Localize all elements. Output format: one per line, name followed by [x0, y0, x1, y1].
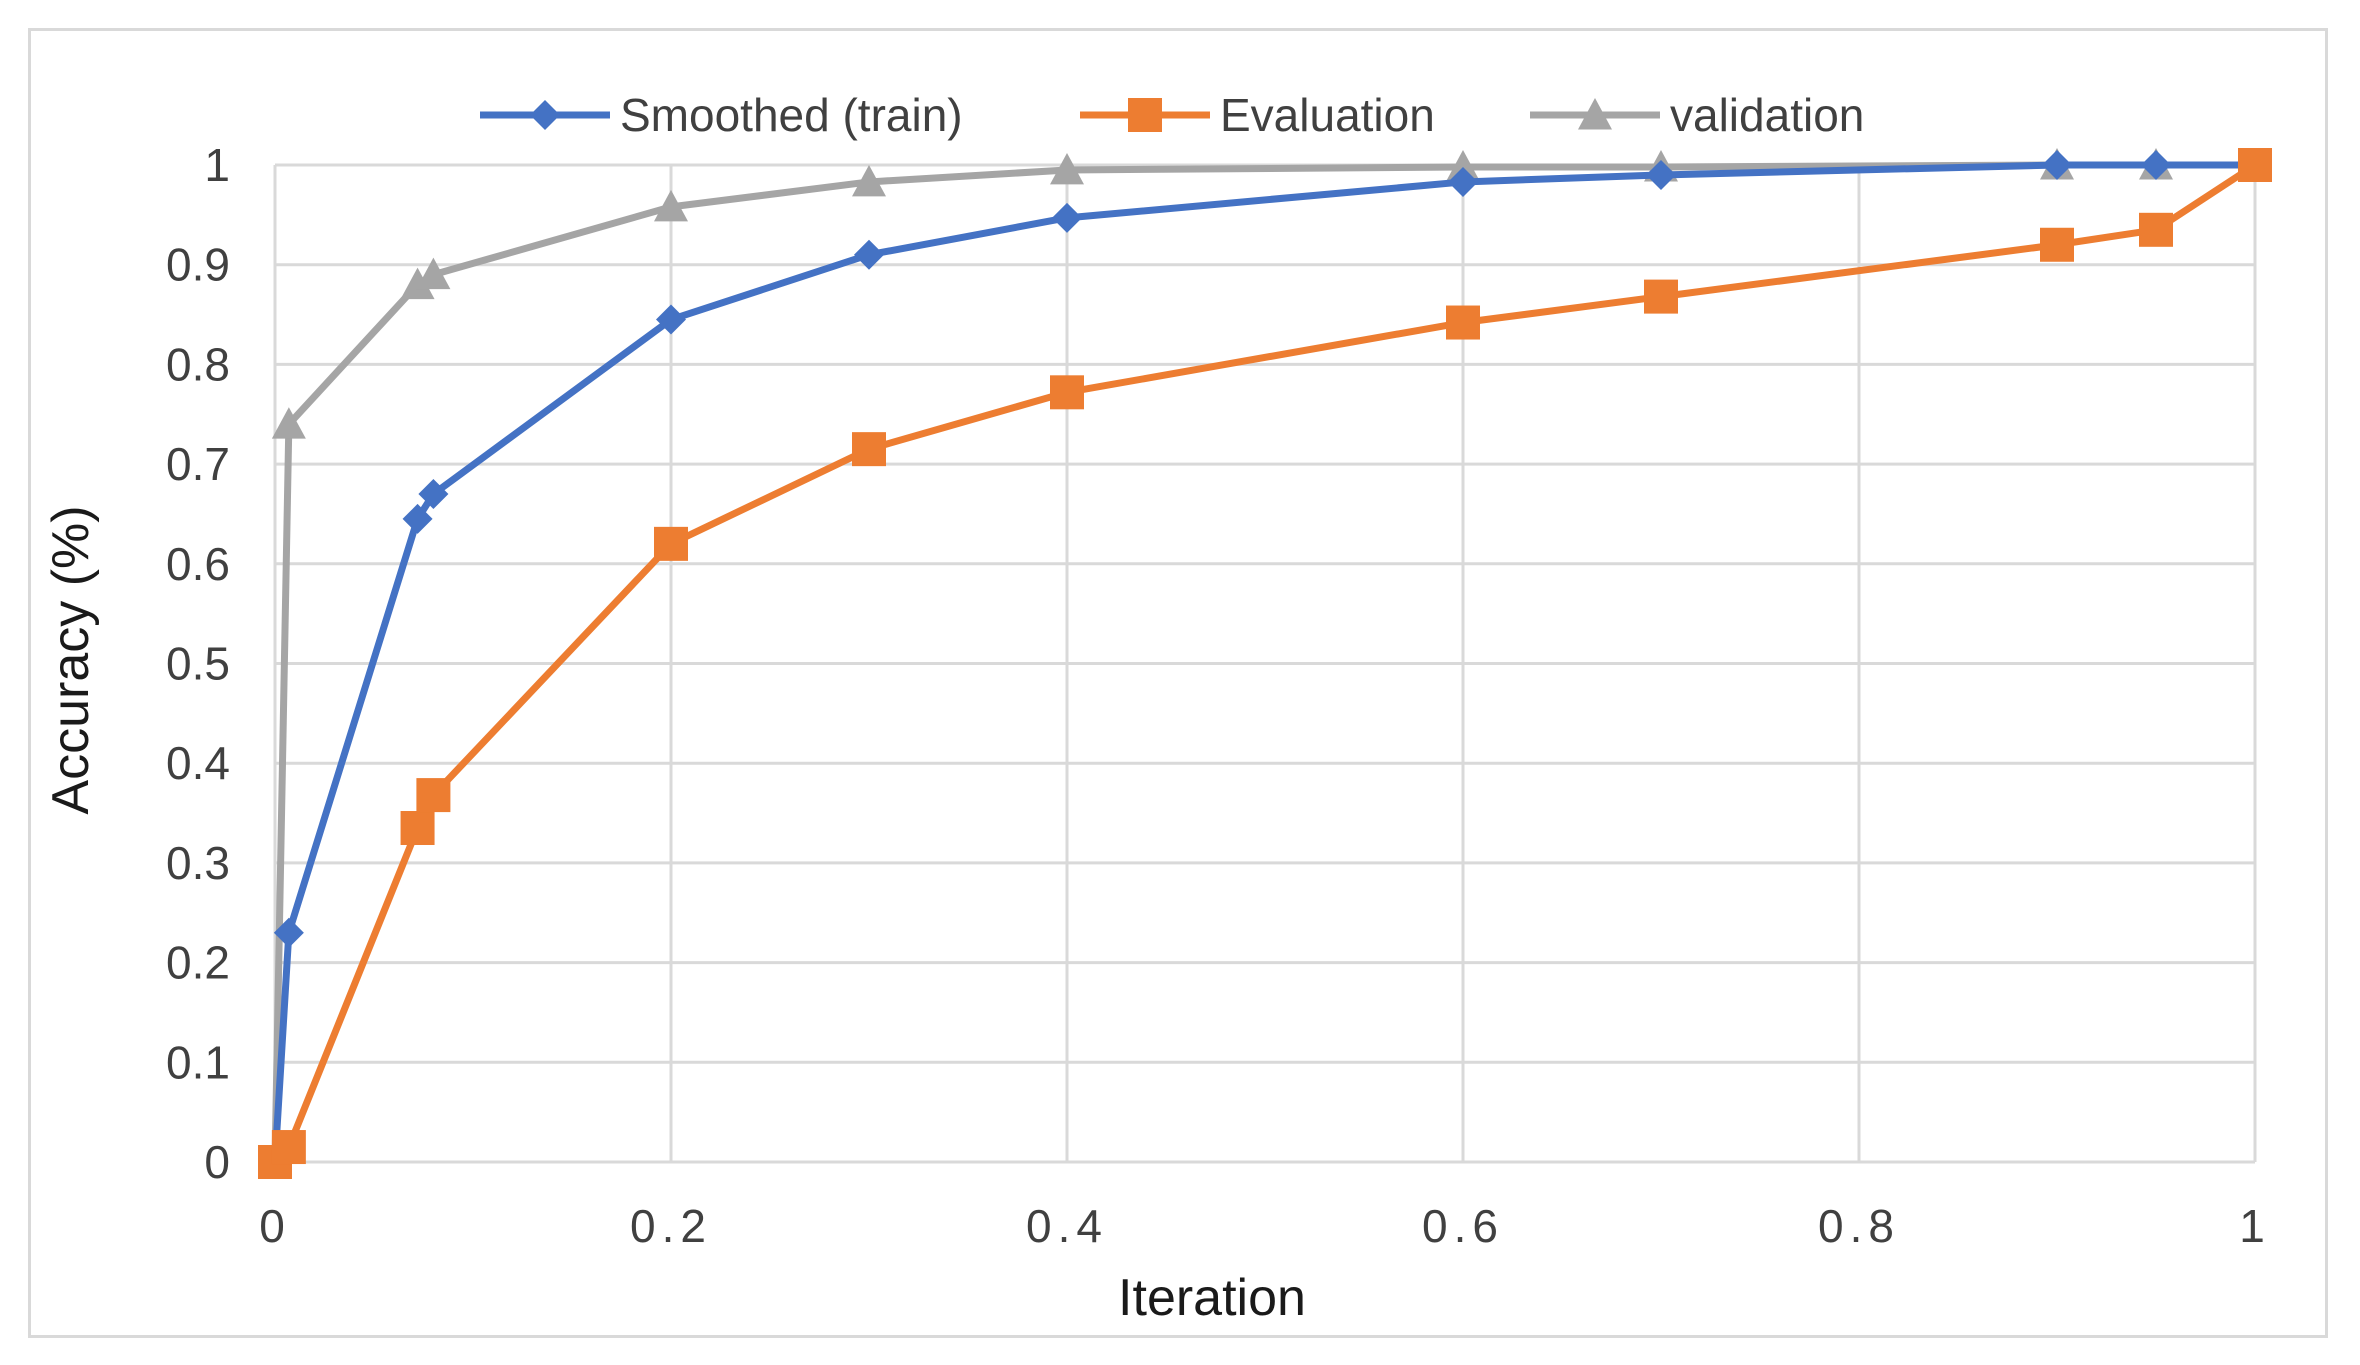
data-point — [1050, 152, 1084, 185]
data-point — [1646, 159, 1676, 190]
axis-layer: 0 0.1 0.2 0.3 0.4 0.5 0.6 0.7 0.8 0.9 1 0 0.2 0.4 0.6 0… — [166, 139, 2271, 1252]
square-icon — [1128, 98, 1162, 132]
legend-label: Evaluation — [1220, 89, 1435, 141]
data-point — [654, 189, 688, 222]
y-tick-label: 0.8 — [166, 338, 230, 390]
data-point — [1446, 305, 1480, 340]
data-point — [416, 778, 451, 813]
data-point — [1448, 166, 1478, 197]
legend-item: Evaluation — [1080, 89, 1435, 141]
x-tick-label: 0 — [259, 1200, 291, 1252]
data-point — [2238, 148, 2272, 182]
data-point — [402, 503, 433, 534]
data-point — [273, 917, 304, 948]
y-axis-title: Accuracy (%) — [42, 505, 100, 814]
data-point — [654, 526, 688, 561]
x-axis-title: Iteration — [1118, 1269, 1306, 1327]
data-point — [2139, 212, 2173, 247]
y-tick-label: 0.6 — [166, 538, 230, 590]
y-tick-label: 0.7 — [166, 438, 230, 490]
y-tick-label: 0.4 — [166, 737, 230, 789]
data-point — [2040, 227, 2074, 262]
triangle-icon — [1578, 98, 1612, 130]
legend: Smoothed (train) Evaluation validation — [480, 89, 1864, 141]
data-point — [1446, 149, 1480, 182]
y-tick-label: 0.9 — [166, 239, 230, 291]
series-smoothed-train — [260, 150, 2270, 1177]
x-tick-label: 1 — [2239, 1200, 2271, 1252]
data-point — [1644, 279, 1678, 314]
x-tick-label: 0.4 — [1026, 1200, 1108, 1252]
legend-item: Smoothed (train) — [480, 89, 963, 141]
legend-label: validation — [1670, 89, 1864, 141]
data-point — [852, 164, 886, 197]
series-line — [271, 161, 2255, 1163]
data-point — [854, 239, 884, 270]
y-tick-label: 0.5 — [166, 638, 230, 690]
data-point — [2042, 150, 2072, 180]
grid-layer — [273, 163, 2257, 1164]
series-evaluation — [258, 148, 2272, 1179]
y-tick-label: 1 — [204, 139, 230, 191]
x-tick-label: 0.8 — [1818, 1200, 1900, 1252]
data-point — [400, 811, 435, 846]
y-tick-label: 0.3 — [166, 837, 230, 889]
legend-item: validation — [1530, 89, 1864, 141]
diamond-icon — [530, 100, 560, 130]
chart-frame — [28, 28, 2328, 1338]
data-point — [1050, 375, 1084, 410]
legend-label: Smoothed (train) — [620, 89, 963, 141]
data-point — [418, 479, 449, 510]
data-point — [271, 407, 306, 439]
data-point — [656, 304, 686, 335]
data-point — [2141, 150, 2171, 180]
data-point — [1052, 202, 1082, 233]
series-layer — [258, 148, 2272, 1179]
data-point — [271, 1130, 306, 1165]
data-point — [416, 257, 451, 290]
x-tick-label: 0.6 — [1422, 1200, 1504, 1252]
x-tick-label: 0.2 — [630, 1200, 712, 1252]
data-point — [400, 267, 435, 300]
data-point — [852, 432, 886, 467]
y-tick-label: 0.2 — [166, 937, 230, 989]
y-tick-label: 0.1 — [166, 1036, 230, 1088]
y-tick-label: 0 — [204, 1136, 230, 1188]
